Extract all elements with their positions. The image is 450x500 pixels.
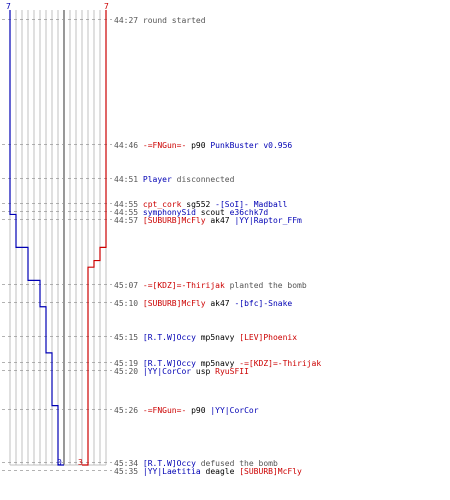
event-text: p90: [186, 406, 211, 415]
red-team-line: [82, 10, 107, 466]
event-text: e36chk7d: [229, 208, 269, 217]
event-text: mp5navy: [195, 359, 240, 368]
event-text: ak47: [205, 299, 235, 308]
event-text: round started: [142, 16, 206, 25]
event-text: RyuSFII: [215, 367, 249, 376]
event-text: |YY|Raptor_FFm: [234, 216, 302, 225]
event-row: 45:34 [R.T.W]Occy defused the bomb: [114, 459, 278, 468]
event-time: 44:27: [114, 16, 143, 25]
event-text: cpt_cork: [142, 200, 182, 209]
event-text: usp: [191, 367, 216, 376]
event-row: 45:19 [R.T.W]Occy mp5navy -=[KDZ]=-Thiri…: [114, 359, 321, 368]
event-text: -[SoI]- Madball: [215, 200, 288, 209]
event-text: -[bfc]-Snake: [234, 299, 293, 308]
event-time: 45:10: [114, 299, 143, 308]
event-text: PunkBuster v0.956: [210, 141, 293, 150]
event-text: -=FNGun=-: [142, 406, 187, 415]
blue-team-end-count: 0: [57, 458, 62, 467]
event-text: deagle: [200, 467, 240, 476]
event-row: 44:55 cpt_cork sg552 -[SoI]- Madball: [114, 200, 287, 209]
event-row: 45:15 [R.T.W]Occy mp5navy [LEV]Phoenix: [114, 333, 297, 342]
event-text: |YY|CorCor: [210, 406, 259, 415]
event-row: 44:27 round started: [114, 16, 206, 25]
event-text: -=[KDZ]=-Thirijak: [239, 359, 322, 368]
event-time: 45:34: [114, 459, 143, 468]
event-time: 44:55: [114, 200, 143, 209]
team-score-lines: [9, 10, 107, 466]
event-text: [R.T.W]Occy: [142, 333, 196, 342]
event-text: |YY|Laetitia: [142, 467, 201, 476]
event-text: defused the bomb: [195, 459, 278, 468]
event-text: -=[KDZ]=-Thirijak: [142, 281, 225, 290]
event-text: [R.T.W]Occy: [142, 359, 196, 368]
event-row: 45:26 -=FNGun=- p90 |YY|CorCor: [114, 406, 259, 415]
event-time: 45:07: [114, 281, 143, 290]
event-text: [R.T.W]Occy: [142, 459, 196, 468]
event-text: |YY|CorCor: [142, 367, 192, 376]
event-row: 44:55 symphonySid scout e36chk7d: [114, 208, 268, 217]
red-team-start-count: 7: [104, 2, 109, 11]
event-row: 44:46 -=FNGun=- p90 PunkBuster v0.956: [114, 141, 292, 150]
event-time: 44:55: [114, 208, 143, 217]
event-text: mp5navy: [195, 333, 240, 342]
event-row: 44:57 [SUBURB]McFly ak47 |YY|Raptor_FFm: [114, 216, 302, 225]
event-row: 45:10 [SUBURB]McFly ak47 -[bfc]-Snake: [114, 299, 292, 308]
blue-team-line: [9, 10, 64, 466]
event-text: [SUBURB]McFly: [142, 299, 206, 308]
blue-team-start-count: 7: [6, 2, 11, 11]
event-time: 45:19: [114, 359, 143, 368]
event-time: 44:57: [114, 216, 143, 225]
event-time: 45:26: [114, 406, 143, 415]
event-time: 45:35: [114, 467, 143, 476]
event-text: symphonySid: [142, 208, 196, 217]
event-text: [SUBURB]McFly: [239, 467, 302, 476]
event-time: 44:51: [114, 175, 143, 184]
event-text: [LEV]Phoenix: [239, 333, 298, 342]
event-text: sg552: [181, 200, 216, 209]
event-text: scout: [195, 208, 230, 217]
event-row: 44:51 Player disconnected: [114, 175, 234, 184]
event-row: 45:07 -=[KDZ]=-Thirijak planted the bomb: [114, 281, 307, 290]
event-text: ak47: [205, 216, 235, 225]
event-time: 44:46: [114, 141, 143, 150]
event-text: [SUBURB]McFly: [142, 216, 206, 225]
event-text: Player: [142, 175, 172, 184]
event-text: -=FNGun=-: [142, 141, 187, 150]
event-time: 45:15: [114, 333, 143, 342]
event-row: 45:20 |YY|CorCor usp RyuSFII: [114, 367, 249, 376]
event-time: 45:20: [114, 367, 143, 376]
event-row: 45:35 |YY|Laetitia deagle [SUBURB]McFly: [114, 467, 302, 476]
event-connector-lines: [2, 19, 112, 471]
red-team-end-count: 3: [78, 458, 83, 467]
event-text: p90: [186, 141, 211, 150]
event-text: disconnected: [171, 175, 235, 184]
event-text: planted the bomb: [224, 281, 307, 290]
